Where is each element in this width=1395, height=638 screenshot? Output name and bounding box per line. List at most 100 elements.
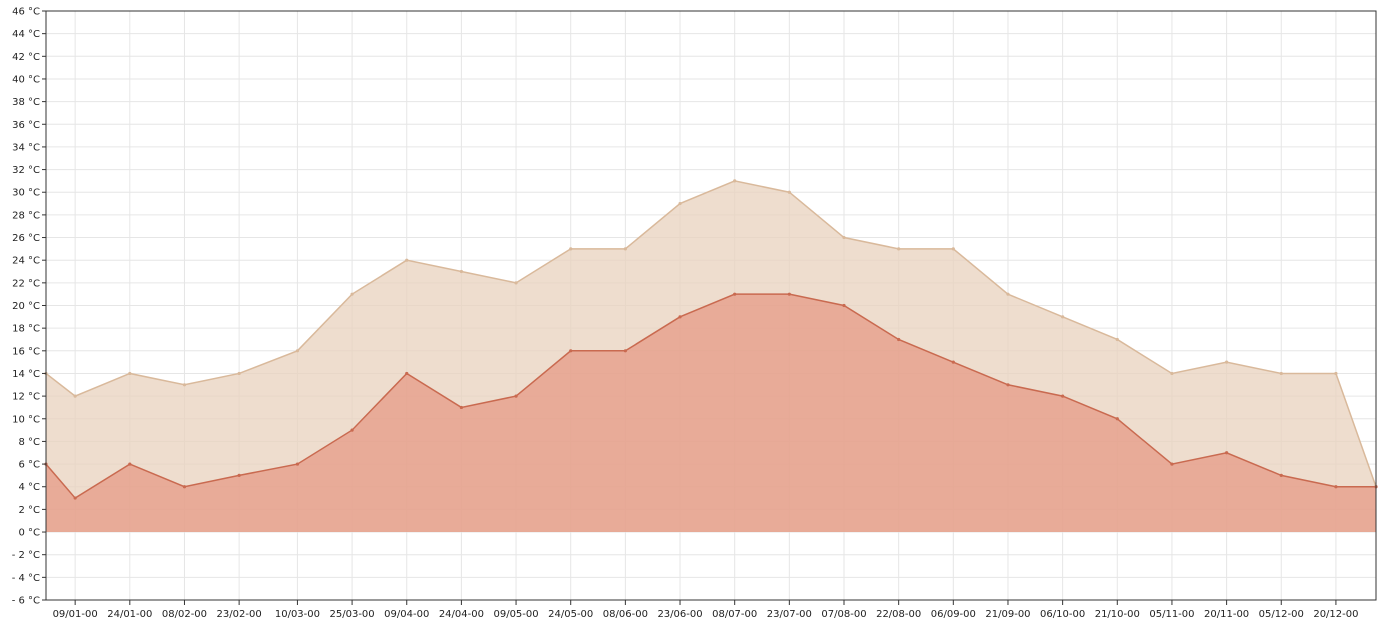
series-1-point xyxy=(1006,383,1010,387)
y-tick-label: 10 °C xyxy=(12,414,40,425)
x-tick-label: 09/01-00 xyxy=(53,609,98,620)
series-0-point xyxy=(73,394,77,398)
series-0-point xyxy=(569,247,573,251)
series-1-point xyxy=(295,462,300,466)
series-0-point xyxy=(128,371,132,376)
y-tick-label: 28 °C xyxy=(12,210,40,221)
series-1-point xyxy=(405,371,409,376)
series-0-point xyxy=(842,235,846,240)
series-0-point xyxy=(1279,371,1283,376)
series-0-point xyxy=(951,247,955,251)
series-1-point xyxy=(1334,485,1338,489)
y-tick-label: 38 °C xyxy=(12,97,40,108)
y-tick-label: 12 °C xyxy=(12,392,40,403)
series-0-point xyxy=(678,201,682,206)
series-0-point xyxy=(1334,371,1338,376)
y-tick-label: 6 °C xyxy=(18,460,40,471)
series-1-point xyxy=(951,360,955,364)
series-0-point xyxy=(350,292,354,296)
y-tick-label: 44 °C xyxy=(12,29,40,40)
series-1-point xyxy=(237,473,241,478)
x-tick-label: 08/06-00 xyxy=(603,609,648,620)
series-0-point xyxy=(237,371,241,376)
series-0-point xyxy=(459,269,463,274)
x-tick-label: 24/04-00 xyxy=(439,609,484,620)
x-tick-label: 20/11-00 xyxy=(1204,609,1249,620)
y-tick-label: 16 °C xyxy=(12,346,40,357)
series-1-point xyxy=(733,292,737,296)
x-tick-label: 25/03-00 xyxy=(330,609,375,620)
series-0-point xyxy=(182,383,187,387)
series-1-point xyxy=(897,337,901,342)
series-layer xyxy=(44,179,1378,533)
series-1-point xyxy=(1170,462,1174,466)
series-1-point xyxy=(128,462,132,466)
series-1-point xyxy=(787,292,791,296)
y-tick-label: 18 °C xyxy=(12,324,40,335)
y-tick-label: - 6 °C xyxy=(12,596,40,607)
series-1-point xyxy=(1061,394,1065,398)
series-1-point xyxy=(1279,473,1283,478)
x-tick-label: 23/07-00 xyxy=(767,609,812,620)
y-tick-label: 42 °C xyxy=(12,52,40,63)
series-0-point xyxy=(1225,360,1229,364)
y-tick-label: 2 °C xyxy=(18,505,40,516)
y-tick-label: 22 °C xyxy=(12,278,40,289)
x-axis-ticks: 09/01-00 24/01-00 08/02-00 23/02-00 10/03-00… xyxy=(53,609,1359,620)
plot-frame xyxy=(45,10,1377,601)
x-tick-label: 05/11-00 xyxy=(1149,609,1194,620)
y-tick-label: 46 °C xyxy=(12,7,40,18)
x-tick-label: 07/08-00 xyxy=(821,609,866,620)
series-1-point xyxy=(1225,451,1229,455)
series-0-point xyxy=(897,247,901,251)
series-0-point xyxy=(787,190,791,194)
series-1-point xyxy=(514,394,518,398)
y-tick-label: 4 °C xyxy=(18,482,40,493)
series-1-point xyxy=(350,428,354,432)
x-tick-label: 22/08-00 xyxy=(876,609,921,620)
y-tick-label: 34 °C xyxy=(12,142,40,153)
series-1-area xyxy=(46,294,1376,533)
y-tick-label: 20 °C xyxy=(12,301,40,312)
series-1-point xyxy=(842,303,846,308)
series-0-point xyxy=(1006,292,1010,296)
x-tick-label: 20/12-00 xyxy=(1313,609,1358,620)
x-tick-label: 08/07-00 xyxy=(712,609,757,620)
y-tick-label: - 4 °C xyxy=(12,573,40,584)
series-1-point xyxy=(1115,417,1119,421)
axes xyxy=(42,10,1377,605)
x-tick-label: 05/12-00 xyxy=(1259,609,1304,620)
series-1-point xyxy=(182,485,187,489)
x-tick-label: 23/06-00 xyxy=(657,609,702,620)
series-0-point xyxy=(1170,371,1174,376)
x-tick-label: 21/10-00 xyxy=(1095,609,1140,620)
y-tick-label: 36 °C xyxy=(12,120,40,131)
y-axis-ticks: - 6 °C - 4 °C - 2 °C 0 °C 2 °C 4 °C 6 °C 8 °C 10… xyxy=(12,7,40,607)
series-1-point xyxy=(623,349,627,353)
series-0-point xyxy=(295,349,300,353)
y-tick-label: 14 °C xyxy=(12,369,40,380)
y-tick-label: 26 °C xyxy=(12,233,40,244)
series-0-point xyxy=(623,247,627,251)
y-tick-label: 32 °C xyxy=(12,165,40,176)
x-tick-label: 23/02-00 xyxy=(217,609,262,620)
x-tick-label: 09/05-00 xyxy=(493,609,538,620)
y-tick-label: 40 °C xyxy=(12,74,40,85)
series-0-point xyxy=(514,281,518,285)
x-tick-label: 10/03-00 xyxy=(275,609,320,620)
series-1-point xyxy=(459,405,463,410)
x-tick-label: 06/10-00 xyxy=(1040,609,1085,620)
series-1-line xyxy=(45,293,1376,500)
y-tick-label: 0 °C xyxy=(18,528,40,539)
x-tick-label: 24/01-00 xyxy=(107,609,152,620)
series-1-point xyxy=(569,349,573,353)
x-tick-label: 06/09-00 xyxy=(931,609,976,620)
series-0-line xyxy=(45,180,1377,487)
y-tick-label: 30 °C xyxy=(12,188,40,199)
x-tick-label: 09/04-00 xyxy=(384,609,429,620)
y-tick-label: 8 °C xyxy=(18,437,40,448)
series-0-point xyxy=(1061,315,1065,319)
x-tick-label: 24/05-00 xyxy=(548,609,593,620)
x-tick-label: 21/09-00 xyxy=(985,609,1030,620)
